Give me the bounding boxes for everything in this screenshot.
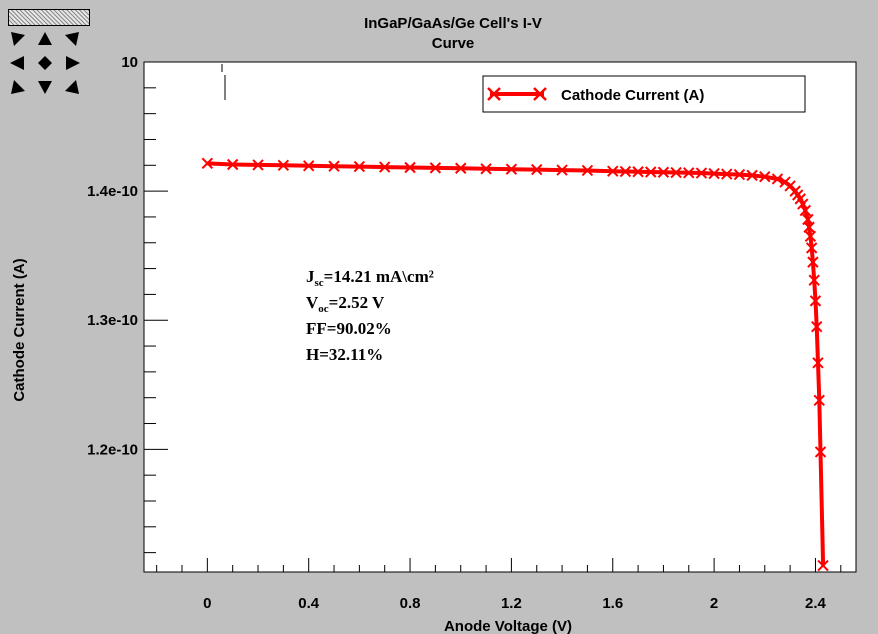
data-point-marker [804, 230, 817, 243]
data-point-marker [817, 559, 829, 572]
data-point-marker [607, 165, 619, 177]
pan-down-icon[interactable] [38, 81, 52, 94]
data-point-marker [812, 357, 824, 369]
data-point-marker [581, 164, 594, 177]
data-point-marker [328, 160, 340, 172]
pan-right-icon[interactable] [66, 56, 80, 70]
data-point-marker [556, 164, 568, 176]
legend-marker [487, 87, 501, 101]
annotation-text: Jsc=14.21 mA\cm² [306, 267, 434, 289]
y-tick-label: 1.2e-10 [87, 441, 138, 458]
data-point-marker [531, 163, 543, 176]
x-tick-label: 0 [203, 595, 211, 612]
data-point-marker [670, 166, 682, 179]
data-point-marker [404, 161, 416, 174]
legend-label: Cathode Current (A) [561, 87, 704, 104]
pan-up-icon[interactable] [38, 32, 52, 45]
pan-up-left-icon[interactable] [11, 32, 25, 46]
data-point-marker [805, 242, 818, 254]
annotation-text: Voc=2.52 V [306, 293, 385, 315]
data-point-marker [695, 167, 708, 179]
y-tick-label: 1.3e-10 [87, 312, 138, 329]
data-point-marker [813, 394, 825, 406]
x-tick-label: 2 [710, 595, 718, 612]
data-point-marker [619, 165, 632, 178]
data-point-marker [302, 160, 315, 172]
x-tick-label: 1.2 [501, 595, 522, 612]
data-point-marker [252, 159, 264, 171]
data-point-marker [455, 162, 467, 174]
y-tick-label: 10 [121, 54, 138, 71]
data-point-marker [201, 157, 214, 170]
data-point-marker [379, 161, 391, 173]
data-point-marker [797, 198, 809, 210]
pan-left-icon[interactable] [10, 56, 24, 70]
data-point-marker [505, 163, 518, 175]
data-point-marker [733, 168, 746, 181]
x-tick-label: 1.6 [602, 595, 623, 612]
chart-title-line: Curve [432, 35, 475, 52]
pan-down-right-icon[interactable] [65, 80, 79, 94]
data-point-marker [480, 163, 492, 175]
data-point-marker [353, 160, 366, 173]
data-point-marker [429, 162, 442, 174]
x-axis-label: Anode Voltage (V) [444, 618, 572, 634]
pan-arrow-pad [10, 32, 80, 94]
y-tick-label: 1.4e-10 [87, 183, 138, 200]
x-tick-label: 0.4 [298, 595, 320, 612]
pan-down-left-icon[interactable] [11, 80, 25, 94]
chart-title-line: InGaP/GaAs/Ge Cell's I-V [364, 15, 542, 32]
data-point-marker [721, 168, 733, 180]
center-icon[interactable] [38, 56, 52, 70]
annotation-text: Η=32.11% [306, 345, 383, 364]
data-point-marker [809, 295, 822, 307]
data-point-marker [683, 167, 695, 179]
data-point-marker [277, 159, 290, 171]
pan-toolbar [8, 9, 90, 99]
data-point-marker [799, 204, 812, 217]
data-point-marker [803, 221, 815, 233]
data-point-marker [808, 274, 820, 286]
data-point-marker [814, 446, 827, 458]
pan-up-right-icon[interactable] [65, 32, 79, 46]
legend-marker [533, 87, 547, 101]
plot-area [143, 61, 857, 573]
data-point-marker [759, 170, 771, 183]
data-point-marker [771, 173, 784, 185]
annotation-text: FF=90.02% [306, 319, 392, 338]
x-tick-label: 0.8 [400, 595, 421, 612]
data-point-marker [811, 320, 823, 333]
data-point-marker [632, 166, 644, 178]
data-point-marker [226, 158, 239, 171]
toolbar-handle[interactable] [8, 9, 90, 26]
data-point-marker [645, 166, 657, 178]
data-point-marker [746, 169, 758, 182]
data-point-marker [807, 256, 819, 268]
x-tick-label: 2.4 [805, 595, 827, 612]
data-point-marker [708, 167, 720, 180]
data-point-marker [657, 166, 670, 178]
legend: Cathode Current (A) [482, 75, 806, 113]
y-axis-label: Cathode Current (A) [11, 258, 28, 401]
